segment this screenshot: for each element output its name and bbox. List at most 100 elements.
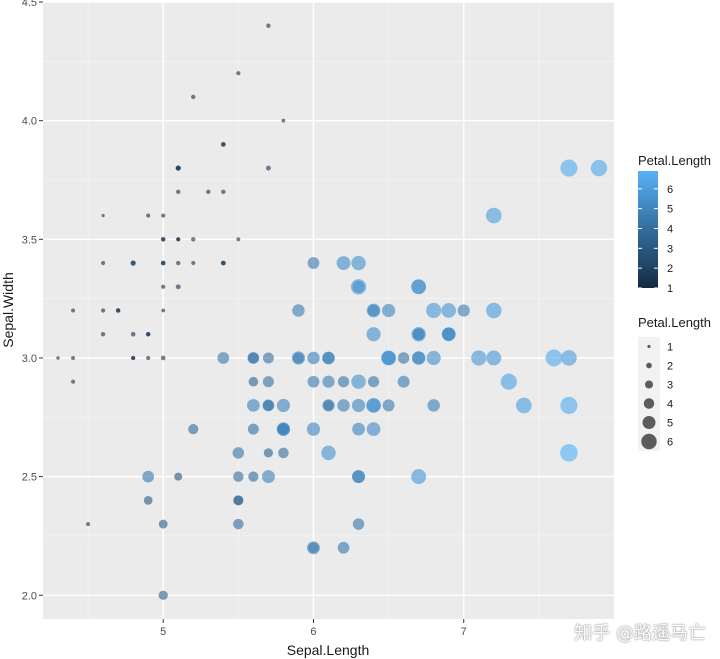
scatter-point — [261, 470, 275, 484]
scatter-point — [220, 260, 226, 266]
scatter-point — [262, 399, 275, 412]
scatter-point — [366, 398, 381, 413]
scatter-point — [86, 522, 91, 527]
scatter-point — [485, 207, 502, 224]
size-legend-label: 2 — [667, 361, 673, 373]
scatter-point — [486, 302, 502, 319]
scatter-point — [175, 284, 181, 290]
size-legend-key — [646, 362, 652, 369]
size-legend-key — [642, 416, 656, 429]
scatter-point — [337, 541, 350, 554]
scatter-point — [307, 375, 320, 388]
size-legend-keys: 1 2 3 4 5 6 — [638, 337, 673, 451]
scatter-point — [366, 422, 381, 437]
scatter-point — [145, 332, 151, 337]
scatter-point — [561, 350, 577, 366]
scatter-point — [161, 308, 166, 313]
size-legend-key — [644, 380, 654, 389]
scatter-point — [516, 397, 532, 414]
scatter-point — [236, 71, 241, 76]
size-legend-key — [647, 344, 651, 349]
scatter-point — [130, 331, 136, 337]
scatter-point — [471, 350, 487, 366]
scatter-point — [191, 260, 196, 266]
scatter-point — [146, 213, 151, 218]
scatter-point — [426, 302, 442, 319]
scatter-point — [160, 236, 166, 242]
y-tick-label: 4.0 — [22, 116, 37, 128]
color-legend-label: 5 — [667, 204, 673, 216]
color-legend-bar — [638, 171, 658, 288]
scatter-point — [233, 518, 244, 530]
x-tick-label: 6 — [310, 626, 316, 638]
x-tick-label: 7 — [461, 626, 467, 638]
scatter-point — [247, 423, 259, 435]
scatter-point — [160, 355, 166, 361]
color-legend-label: 4 — [667, 224, 673, 236]
scatter-point — [248, 376, 259, 387]
scatter-point — [382, 399, 395, 412]
scatter-point — [307, 257, 320, 269]
scatter-point — [381, 350, 397, 366]
scatter-point — [500, 373, 517, 390]
scatter-point — [236, 237, 241, 242]
scatter-point — [262, 352, 274, 364]
data-points — [56, 23, 608, 600]
scatter-point — [143, 495, 153, 505]
scatter-point — [161, 213, 166, 218]
scatter-point — [266, 23, 271, 28]
scatter-point — [161, 284, 166, 289]
y-tick-label: 3.0 — [22, 353, 37, 365]
scatter-point — [191, 94, 196, 100]
color-legend: Petal.Length 6 5 4 3 2 1 — [638, 153, 711, 295]
scatter-point — [366, 327, 381, 342]
scatter-point — [100, 332, 106, 337]
scatter-point — [441, 303, 457, 318]
scatter-point — [220, 141, 226, 147]
scatter-point — [352, 470, 366, 484]
x-axis: 5 6 7 — [160, 619, 467, 638]
scatter-point — [397, 352, 410, 364]
scatter-point — [175, 165, 181, 171]
color-legend-label: 3 — [667, 243, 673, 255]
scatter-point — [262, 376, 274, 388]
size-legend-title: Petal.Length — [638, 315, 711, 330]
scatter-point — [276, 422, 291, 436]
scatter-point — [426, 350, 441, 366]
scatter-point — [292, 304, 305, 317]
scatter-point — [247, 399, 260, 412]
scatter-point — [71, 355, 76, 360]
scatter-point — [350, 279, 367, 295]
scatter-point — [337, 399, 350, 412]
scatter-point — [306, 422, 321, 436]
scatter-point — [146, 355, 151, 361]
scatter-point — [322, 375, 335, 388]
scatter-point — [486, 350, 502, 366]
color-legend-label: 1 — [667, 283, 673, 295]
scatter-point — [130, 260, 136, 266]
scatter-point — [263, 448, 274, 458]
scatter-point — [248, 471, 259, 482]
size-legend-key — [643, 398, 655, 409]
y-tick-label: 4.5 — [22, 0, 37, 9]
scatter-point — [101, 260, 106, 266]
size-legend-label: 3 — [667, 380, 673, 392]
scatter-point — [291, 351, 306, 365]
scatter-point — [411, 469, 427, 485]
scatter-point — [70, 379, 76, 384]
scatter-point — [306, 541, 320, 555]
size-legend: Petal.Length 1 2 3 4 5 6 — [638, 315, 711, 451]
scatter-point — [115, 308, 121, 313]
scatter-point — [176, 189, 181, 195]
scatter-point — [160, 260, 166, 266]
scatter-point — [560, 159, 578, 177]
scatter-point — [233, 471, 244, 482]
scatter-point — [322, 399, 335, 412]
y-tick-label: 2.5 — [22, 472, 37, 484]
y-axis: 2.0 2.5 3.0 3.5 4.0 4.5 — [22, 0, 43, 602]
color-legend-label: 2 — [667, 263, 673, 275]
scatter-point — [560, 396, 578, 414]
scatter-point — [101, 308, 106, 313]
scatter-point — [411, 279, 426, 295]
